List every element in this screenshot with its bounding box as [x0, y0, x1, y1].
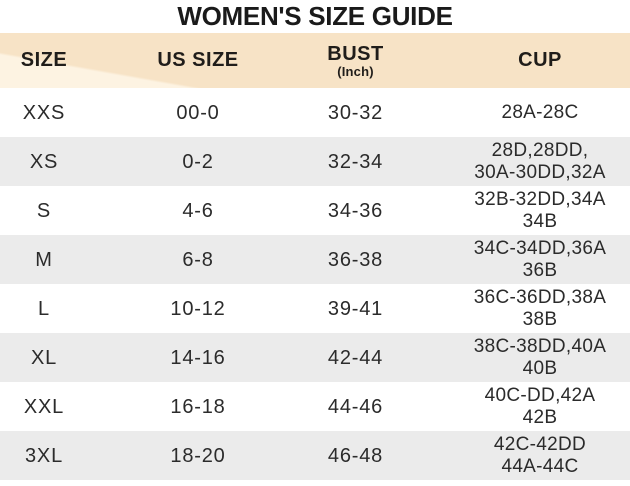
cup-line: 40B	[522, 357, 558, 379]
column-header-cup: CUP	[403, 33, 630, 88]
cell-bust: 42-44	[327, 346, 384, 369]
cell-cup: 28D,28DD, 30A-30DD,32A	[403, 137, 630, 186]
table-row: M 6-8 36-38 34C-34DD,36A 36B	[0, 235, 630, 284]
cell-bust: 39-41	[327, 297, 384, 320]
cell-cup: 28A-28C	[403, 88, 630, 137]
cell-us-size: 18-20	[170, 444, 226, 467]
table-row: S 4-6 34-36 32B-32DD,34A 34B	[0, 186, 630, 235]
cell-bust: 32-34	[327, 150, 384, 173]
cell-cup: 40C-DD,42A 42B	[403, 382, 630, 431]
table-row: XXL 16-18 44-46 40C-DD,42A 42B	[0, 382, 630, 431]
column-header-us-size-label: US SIZE	[157, 49, 239, 71]
cup-line: 34C-34DD,36A	[473, 237, 607, 259]
column-header-size-label: SIZE	[20, 49, 68, 71]
cell-cup: 42C-42DD 44A-44C	[403, 431, 630, 480]
cell-cup: 32B-32DD,34A 34B	[403, 186, 630, 235]
cell-bust: 36-38	[327, 248, 384, 271]
cell-cup: 38C-38DD,40A 40B	[403, 333, 630, 382]
column-header-size: SIZE	[0, 33, 88, 88]
table-row: L 10-12 39-41 36C-36DD,38A 38B	[0, 284, 630, 333]
table-row: XL 14-16 42-44 38C-38DD,40A 40B	[0, 333, 630, 382]
cup-line: 44A-44C	[501, 455, 579, 477]
cell-cup: 36C-36DD,38A 38B	[403, 284, 630, 333]
cell-size: M	[35, 248, 53, 271]
cell-us-size: 16-18	[170, 395, 226, 418]
column-header-us-size: US SIZE	[88, 33, 308, 88]
page-title: WOMEN'S SIZE GUIDE	[177, 1, 453, 31]
cup-line: 42C-42DD	[493, 433, 587, 455]
cup-line: 42B	[522, 406, 558, 428]
cup-line: 28A-28C	[501, 101, 579, 123]
table-row: XXS 00-0 30-32 28A-28C	[0, 88, 630, 137]
table-row: XS 0-2 32-34 28D,28DD, 30A-30DD,32A	[0, 137, 630, 186]
cell-bust: 30-32	[327, 101, 384, 124]
table-header-row: SIZE US SIZE BUST (Inch) CUP	[0, 33, 630, 88]
cell-us-size: 14-16	[170, 346, 226, 369]
cell-size: L	[38, 297, 50, 320]
column-header-bust-unit: (Inch)	[337, 63, 374, 79]
cup-line: 34B	[522, 210, 558, 232]
cup-line: 36B	[522, 259, 558, 281]
column-header-bust: BUST (Inch)	[308, 33, 403, 88]
cup-line: 40C-DD,42A	[484, 384, 596, 406]
cell-size: XXL	[23, 395, 65, 418]
cell-bust: 44-46	[327, 395, 384, 418]
cup-line: 36C-36DD,38A	[473, 286, 607, 308]
table-row: 3XL 18-20 46-48 42C-42DD 44A-44C	[0, 431, 630, 480]
cell-us-size: 10-12	[170, 297, 226, 320]
cell-cup: 34C-34DD,36A 36B	[403, 235, 630, 284]
column-header-bust-label: BUST	[327, 42, 384, 65]
cell-us-size: 6-8	[182, 248, 214, 271]
table-body: XXS 00-0 30-32 28A-28C XS 0-2 32-34 28D,…	[0, 88, 630, 480]
cup-line: 30A-30DD,32A	[474, 161, 606, 183]
column-header-cup-label: CUP	[518, 49, 562, 71]
cell-bust: 34-36	[327, 199, 384, 222]
cell-size: XS	[29, 150, 59, 173]
cell-bust: 46-48	[327, 444, 384, 467]
cell-size: XXS	[22, 101, 66, 124]
cup-line: 32B-32DD,34A	[474, 188, 606, 210]
cell-us-size: 4-6	[182, 199, 214, 222]
cell-size: XL	[30, 346, 58, 369]
cup-line: 38B	[522, 308, 558, 330]
cup-line: 38C-38DD,40A	[473, 335, 607, 357]
cell-size: 3XL	[25, 444, 63, 467]
cell-us-size: 00-0	[176, 101, 220, 124]
cup-line: 28D,28DD,	[491, 139, 589, 161]
cell-size: S	[36, 199, 52, 222]
cell-us-size: 0-2	[182, 150, 214, 173]
